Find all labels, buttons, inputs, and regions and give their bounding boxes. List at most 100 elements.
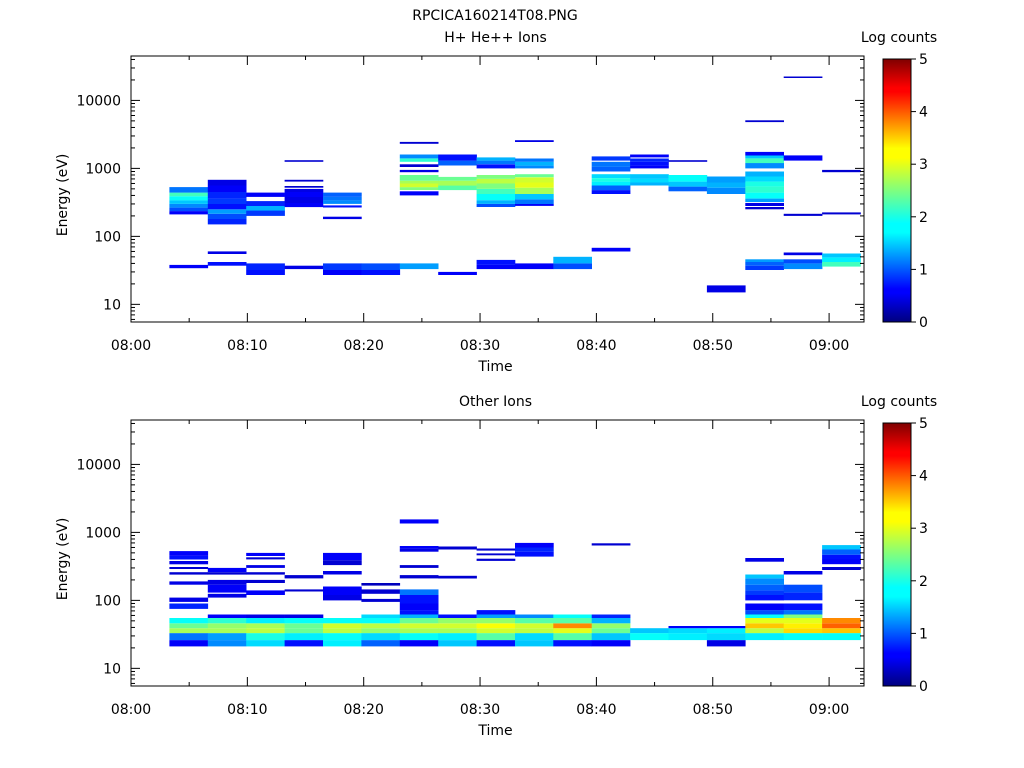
- heatmap-cell: [207, 209, 247, 214]
- heatmap-cell: [783, 155, 823, 161]
- heatmap-cell: [706, 285, 746, 293]
- heatmap-cell: [246, 623, 285, 629]
- heatmap-cell: [284, 188, 324, 192]
- heatmap-cell: [438, 640, 477, 647]
- heatmap-cell: [207, 593, 247, 598]
- heatmap-cell: [668, 633, 708, 641]
- heatmap-cell: [591, 185, 631, 191]
- heatmap-cell: [630, 161, 669, 166]
- y-axis-label: Energy (eV): [55, 518, 71, 601]
- colorbar-tick-label: 3: [919, 521, 928, 537]
- colorbar-tick-label: 2: [919, 210, 928, 226]
- heatmap-cell: [438, 160, 477, 166]
- heatmap-cell: [246, 552, 285, 556]
- heatmap-cell: [783, 628, 823, 634]
- y-tick-label: 1000: [85, 525, 121, 541]
- colorbar-gradient: [882, 58, 912, 323]
- x-tick-label: 08:10: [227, 338, 267, 354]
- y-tick-label: 100: [94, 593, 121, 609]
- heatmap-cell: [476, 188, 516, 194]
- heatmap-cell: [783, 571, 823, 575]
- heatmap-cell: [745, 610, 784, 615]
- heatmap-cell: [207, 213, 247, 219]
- heatmap-cell: [476, 553, 516, 556]
- heatmap-cell: [591, 156, 631, 161]
- heatmap-cell: [476, 178, 516, 184]
- heatmap-cell: [476, 203, 516, 207]
- heatmap-cell: [476, 623, 516, 629]
- heatmap-cell: [591, 190, 631, 194]
- heatmap-cell: [745, 186, 784, 193]
- heatmap-cells: [169, 519, 861, 647]
- heatmap-cell: [246, 618, 285, 624]
- heatmap-cell: [438, 546, 477, 550]
- heatmap-cell: [399, 603, 439, 611]
- x-tick-label: 08:30: [460, 702, 500, 718]
- heatmap-cell: [323, 192, 362, 197]
- heatmap-cell: [745, 584, 784, 591]
- colorbar-tick-label: 5: [919, 416, 928, 432]
- heatmap-cell: [515, 194, 554, 200]
- heatmap-cell: [745, 120, 784, 123]
- x-tick-label: 08:50: [693, 702, 733, 718]
- heatmap-cell: [553, 623, 592, 629]
- panel-title: H+ He++ Ions: [444, 30, 547, 46]
- heatmap-cell: [630, 174, 669, 179]
- heatmap-cell: [361, 640, 401, 647]
- heatmap-cell: [553, 633, 592, 641]
- heatmap-cell: [169, 633, 209, 641]
- heatmap-cell: [515, 542, 554, 548]
- heatmap-cell: [668, 628, 708, 634]
- heatmap-cell: [553, 618, 592, 624]
- heatmap-cell: [438, 154, 477, 161]
- heatmap-cell: [745, 262, 784, 266]
- heatmap-cell: [745, 171, 784, 177]
- x-tick-label: 08:20: [344, 702, 384, 718]
- heatmap-cell: [284, 589, 324, 592]
- heatmap-cell: [591, 166, 631, 172]
- heatmap-cell: [515, 174, 554, 178]
- heatmap-cell: [169, 203, 209, 208]
- heatmap-cell: [553, 640, 592, 647]
- heatmap-cell: [783, 614, 823, 618]
- heatmap-cell: [591, 161, 631, 167]
- heatmap-cell: [207, 185, 247, 192]
- heatmap-cell: [706, 640, 746, 647]
- heatmap-cell: [438, 633, 477, 641]
- heatmap-cell: [399, 169, 439, 173]
- heatmap-cell: [399, 633, 439, 641]
- heatmap-cell: [207, 198, 247, 204]
- heatmap-cell: [169, 556, 209, 560]
- heatmap-cell: [515, 640, 554, 647]
- colorbar-tick-label: 1: [919, 626, 928, 642]
- heatmap-cell: [323, 263, 362, 270]
- heatmap-cell: [246, 557, 285, 560]
- heatmap-cell: [246, 572, 285, 575]
- heatmap-cell: [745, 614, 784, 618]
- x-axis-label: Time: [477, 359, 512, 375]
- heatmap-cell: [246, 579, 285, 583]
- heatmap-cell: [323, 270, 362, 275]
- x-tick-label: 08:40: [576, 338, 616, 354]
- heatmap-cell: [399, 183, 439, 188]
- colorbar-tick-label: 5: [919, 52, 928, 68]
- heatmap-cell: [822, 212, 861, 215]
- heatmap-cell: [399, 154, 439, 159]
- heatmap-cell: [438, 628, 477, 634]
- heatmap-cell: [783, 252, 823, 256]
- heatmap-cell: [399, 191, 439, 196]
- colorbar-tick-label: 4: [919, 469, 928, 485]
- heatmap-cell: [399, 158, 439, 162]
- heatmap-cell: [207, 219, 247, 225]
- heatmap-cell: [284, 265, 324, 270]
- heatmap-cell: [476, 200, 516, 204]
- heatmap-cell: [822, 262, 861, 267]
- heatmap-cell: [399, 263, 439, 270]
- heatmap-cell: [169, 211, 209, 215]
- colorbar: Log counts 0 1 2 3 4 5: [861, 394, 937, 695]
- heatmap-cell: [284, 633, 324, 641]
- heatmap-cell: [515, 547, 554, 552]
- heatmap-cell: [361, 589, 401, 594]
- heatmap-cell: [476, 194, 516, 201]
